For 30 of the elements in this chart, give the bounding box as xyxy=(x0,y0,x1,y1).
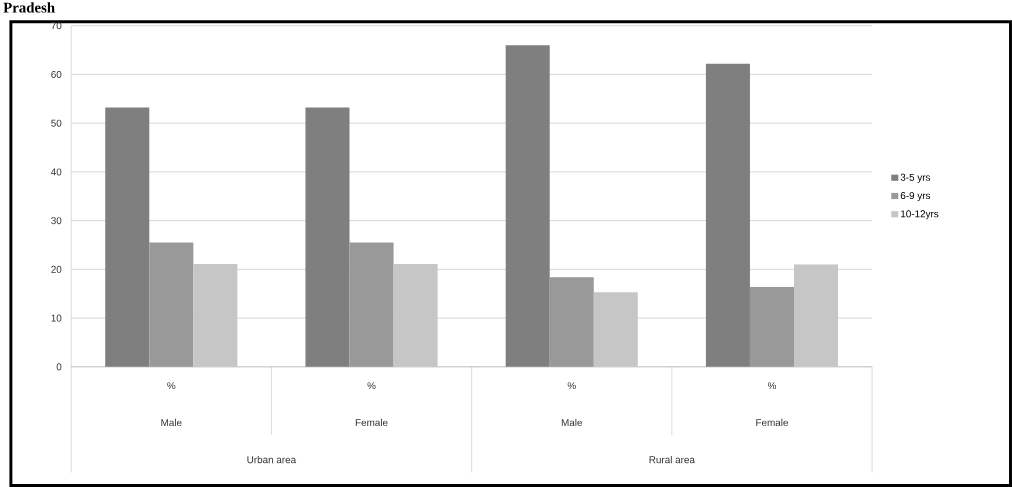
y-tick-label: 30 xyxy=(51,217,62,225)
y-tick-label: 10 xyxy=(51,314,62,322)
bar xyxy=(105,107,150,367)
y-tick-label: 0 xyxy=(56,363,62,371)
y-tick-label: 20 xyxy=(51,265,62,273)
text: Male xyxy=(161,418,182,427)
y-tick-label: 70 xyxy=(51,22,62,30)
bar xyxy=(549,277,594,367)
x-tick-label: % xyxy=(767,382,777,390)
bar xyxy=(705,63,750,367)
legend-label: 6-9 yrs xyxy=(900,192,931,202)
text: Rural area xyxy=(649,455,695,464)
y-tick-label: 40 xyxy=(51,168,62,176)
x-tick-label: % xyxy=(167,382,176,390)
text: Male xyxy=(561,418,583,427)
text: Female xyxy=(756,418,789,427)
y-tick-label: 60 xyxy=(51,70,62,78)
chart-title: Pradesh xyxy=(3,2,55,13)
x-tick-label: % xyxy=(567,382,576,390)
legend-label: 3-5 yrs xyxy=(900,173,931,183)
bar xyxy=(349,242,394,367)
y-tick-label: 50 xyxy=(51,119,62,127)
text: Urban area xyxy=(247,455,297,464)
text: Female xyxy=(355,418,388,427)
legend-label: 10-12yrs xyxy=(901,210,939,220)
bar xyxy=(305,107,350,367)
bar xyxy=(505,45,550,367)
bar xyxy=(149,242,194,367)
x-tick-label: % xyxy=(367,382,376,390)
bar xyxy=(749,286,794,367)
